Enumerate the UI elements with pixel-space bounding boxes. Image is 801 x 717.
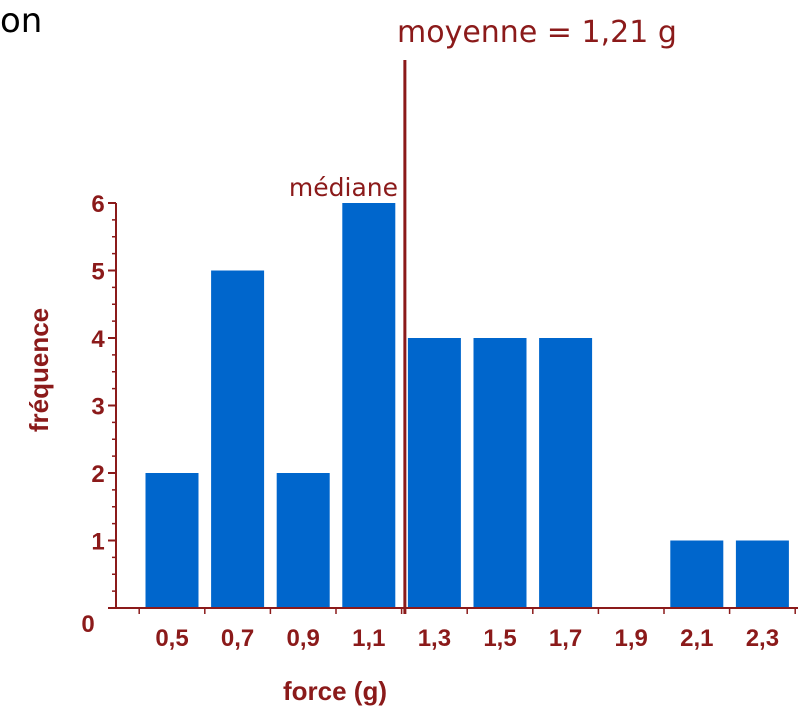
bar-2,3 bbox=[735, 540, 789, 608]
y-tick-label: 6 bbox=[91, 191, 104, 218]
x-tick-label: 1,7 bbox=[549, 625, 582, 652]
y-axis-label: fréquence bbox=[24, 308, 54, 432]
x-tick-label: 0,9 bbox=[287, 625, 320, 652]
y-tick-label: 3 bbox=[91, 394, 104, 421]
bar-0,9 bbox=[276, 473, 330, 608]
y-tick-label: 4 bbox=[91, 326, 105, 353]
x-tick-label: 1,5 bbox=[483, 625, 516, 652]
x-tick-labels: 0,5 0,7 0,9 1,1 1,3 1,5 1,7 1,9 2,1 2,3 bbox=[155, 625, 779, 652]
x-axis bbox=[108, 607, 798, 614]
mean-label: moyenne = 1,21 g bbox=[397, 15, 677, 50]
x-tick-label: 0,7 bbox=[221, 625, 254, 652]
x-tick-label: 1,3 bbox=[418, 625, 451, 652]
bar-0,5 bbox=[145, 473, 199, 608]
bar-1,7 bbox=[539, 338, 593, 608]
x-tick-label: 0,5 bbox=[155, 625, 188, 652]
bar-1,1 bbox=[342, 203, 396, 608]
y-axis bbox=[108, 202, 117, 609]
y-tick-label: 5 bbox=[91, 259, 104, 286]
x-tick-label: 2,3 bbox=[746, 625, 779, 652]
median-label: médiane bbox=[289, 173, 398, 202]
bar-1,3 bbox=[407, 338, 461, 608]
bar-2,1 bbox=[670, 540, 724, 608]
y-tick-label: 2 bbox=[91, 461, 104, 488]
x-tick-label: 2,1 bbox=[680, 625, 713, 652]
y-tick-label: 0 bbox=[81, 611, 94, 638]
bar-1,5 bbox=[473, 338, 527, 608]
bar-0,7 bbox=[211, 270, 265, 608]
y-tick-labels: 0 1 2 3 4 5 6 bbox=[81, 191, 105, 638]
x-tick-label: 1,9 bbox=[615, 625, 648, 652]
x-tick-label: 1,1 bbox=[352, 625, 385, 652]
partial-title: on bbox=[0, 1, 42, 41]
bars bbox=[145, 203, 789, 608]
y-tick-label: 1 bbox=[91, 529, 104, 556]
x-axis-label: force (g) bbox=[283, 676, 387, 706]
